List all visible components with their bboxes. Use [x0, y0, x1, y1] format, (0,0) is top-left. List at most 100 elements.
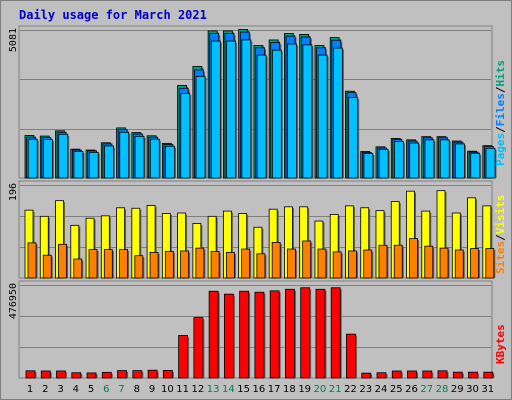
x-tick-label-day-26: 26 [405, 384, 418, 395]
bar-sites-day-10 [164, 251, 174, 279]
x-tick-label-day-25: 25 [390, 384, 403, 395]
bar-kbytes-day-21 [330, 287, 341, 379]
bar-pages-day-15 [241, 39, 252, 179]
bar-sites-day-5 [88, 249, 98, 279]
x-tick-label-day-4: 4 [73, 384, 79, 395]
bar-kbytes-day-14 [223, 293, 234, 379]
bar-pages-day-17 [271, 49, 282, 179]
bar-pages-day-25 [394, 141, 404, 179]
bar-sites-day-20 [317, 248, 327, 279]
legend-files: Files [494, 93, 507, 126]
bar-kbytes-day-9 [147, 369, 158, 379]
bar-sites-day-25 [393, 244, 403, 279]
legend-separator: / [494, 234, 507, 241]
x-tick-label-day-18: 18 [283, 384, 296, 395]
bar-kbytes-day-7 [117, 370, 127, 379]
bar-kbytes-day-31 [483, 371, 494, 379]
bar-sites-day-8 [134, 255, 144, 279]
bar-pages-day-18 [287, 43, 298, 179]
bar-kbytes-day-6 [101, 371, 112, 379]
bar-sites-day-15 [241, 248, 251, 279]
bar-kbytes-day-24 [376, 372, 387, 379]
bar-sites-day-23 [363, 249, 373, 279]
legend-pages: Pages [494, 133, 507, 166]
bar-kbytes-day-10 [162, 369, 173, 379]
x-tick-label-day-14: 14 [222, 384, 235, 395]
bar-kbytes-day-19 [300, 287, 311, 379]
bar-pages-day-8 [134, 135, 145, 179]
y-max-label: 196 [8, 183, 19, 201]
legend-kbytes: KBytes [494, 324, 507, 364]
x-tick-label-day-19: 19 [298, 384, 311, 395]
bar-pages-day-9 [149, 138, 160, 179]
bar-kbytes-day-5 [86, 372, 97, 379]
bar-pages-day-28 [439, 139, 450, 179]
bar-sites-day-3 [58, 243, 67, 279]
bar-sites-day-19 [302, 240, 312, 279]
x-tick-label-day-16: 16 [253, 384, 266, 395]
x-tick-label-day-3: 3 [57, 384, 63, 395]
x-tick-label-day-23: 23 [359, 384, 372, 395]
x-tick-label-day-1: 1 [27, 384, 33, 395]
bar-sites-day-27 [424, 245, 434, 279]
bar-pages-day-4 [73, 151, 84, 179]
bar-pages-day-12 [195, 75, 206, 179]
bar-kbytes-day-3 [56, 370, 66, 379]
bar-kbytes-day-18 [285, 288, 295, 379]
bar-kbytes-day-25 [391, 370, 402, 379]
x-tick-label-day-9: 9 [149, 384, 155, 395]
bar-sites-day-18 [287, 248, 296, 279]
legend-separator: / [494, 126, 507, 133]
x-tick-label-day-5: 5 [88, 384, 94, 395]
x-tick-label-day-2: 2 [42, 384, 48, 395]
x-tick-label-day-15: 15 [237, 384, 250, 395]
chart-title: Daily usage for March 2021 [19, 8, 207, 22]
bar-sites-day-28 [439, 247, 449, 279]
y-max-label: 476950 [8, 283, 19, 319]
bar-kbytes-day-1 [25, 370, 36, 379]
x-tick-label-day-22: 22 [344, 384, 357, 395]
bar-sites-day-14 [225, 251, 235, 279]
x-tick-label-day-28: 28 [436, 384, 449, 395]
bar-pages-day-3 [58, 133, 69, 179]
bar-kbytes-day-27 [422, 370, 433, 379]
bar-kbytes-day-23 [361, 372, 372, 379]
bar-pages-day-26 [409, 142, 420, 179]
bar-sites-day-17 [271, 242, 281, 279]
bar-sites-day-6 [103, 249, 113, 279]
x-tick-label-day-24: 24 [375, 384, 388, 395]
bar-sites-day-16 [256, 253, 266, 279]
x-tick-label-day-29: 29 [451, 384, 464, 395]
bar-pages-day-5 [88, 151, 99, 179]
x-tick-label-day-8: 8 [134, 384, 140, 395]
bar-sites-day-12 [195, 247, 205, 279]
x-tick-label-day-6: 6 [103, 384, 109, 395]
bar-pages-day-27 [424, 139, 435, 179]
x-tick-label-day-10: 10 [161, 384, 174, 395]
bar-kbytes-day-2 [40, 370, 51, 379]
bar-pages-day-19 [302, 44, 313, 179]
bar-pages-day-6 [104, 145, 114, 179]
bar-pages-day-24 [378, 149, 389, 179]
legend-hits: Hits [494, 60, 507, 87]
bar-pages-day-14 [226, 40, 236, 179]
y-max-label: 5081 [8, 28, 19, 52]
x-tick-label-day-20: 20 [314, 384, 327, 395]
bar-pages-day-11 [180, 93, 191, 179]
bar-sites-day-9 [149, 251, 159, 279]
bar-pages-day-23 [363, 153, 374, 179]
bar-sites-day-4 [73, 258, 83, 279]
bar-sites-day-2 [42, 254, 52, 279]
bar-sites-day-1 [27, 242, 37, 279]
panel-kbytes: 476950 KBytes [8, 280, 507, 379]
bar-sites-day-21 [332, 251, 342, 279]
bar-sites-day-26 [409, 238, 418, 279]
bar-sites-day-22 [348, 250, 357, 279]
bar-kbytes-day-8 [132, 370, 143, 379]
bar-kbytes-day-22 [346, 333, 356, 379]
bar-pages-day-22 [348, 97, 359, 179]
x-tick-label-day-13: 13 [207, 384, 220, 395]
bar-kbytes-day-12 [193, 317, 204, 379]
